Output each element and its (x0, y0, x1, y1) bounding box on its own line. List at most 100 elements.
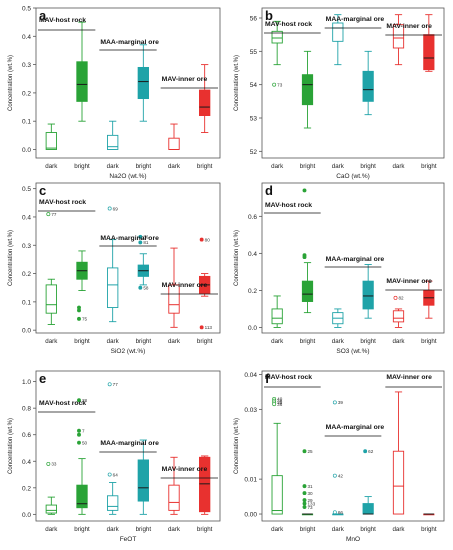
group-label: MAV-host rock (39, 199, 86, 206)
outlier-label: 66 (338, 510, 344, 515)
outlier-label: 30 (308, 491, 314, 496)
box-bright (137, 44, 149, 122)
y-axis-label: Concentration (wt.%) (8, 230, 14, 286)
y-tick-label: 0.8 (22, 406, 31, 413)
outlier-label: 25 (308, 449, 314, 454)
y-tick-label: 0.0 (22, 147, 31, 154)
x-tick-label: bright (197, 526, 213, 533)
outlier-point (138, 234, 143, 239)
box-iqr (76, 61, 88, 102)
outlier-label: 77 (113, 382, 119, 387)
group-label: MAV-inner ore (162, 466, 208, 473)
outlier-point (199, 237, 204, 242)
outlier-point (46, 461, 51, 466)
x-tick-label: bright (300, 338, 316, 345)
x-tick-label: bright (74, 526, 90, 533)
x-tick-label: bright (136, 338, 152, 345)
outlier-label: 73 (277, 82, 283, 87)
x-tick-label: bright (421, 163, 437, 170)
outlier-point (138, 285, 143, 290)
y-tick-label: 0.5 (22, 186, 31, 193)
y-tick-label: 56 (250, 16, 258, 23)
x-axis-label: SO3 (wt.%) (336, 348, 369, 355)
box-iqr (392, 24, 405, 49)
panel-a: 0.0 0.1 0.2 0.3 0.4 0.5 Concentration (wt.%) a d… (8, 6, 221, 180)
x-tick-label: dark (168, 338, 181, 345)
outlier-label: 39 (338, 400, 344, 405)
box-iqr (271, 30, 283, 44)
box-bright (362, 496, 374, 515)
x-tick-label: dark (45, 163, 58, 170)
y-tick-label: 0.4 (22, 459, 31, 466)
panel-letter: f (265, 371, 270, 386)
x-tick-label: dark (168, 163, 181, 170)
outlier-point (77, 440, 81, 445)
box-iqr (137, 66, 149, 100)
outlier-point (302, 498, 307, 503)
outlier-label: 133 (308, 501, 316, 506)
y-tick-label: 52 (250, 149, 258, 156)
x-tick-label: dark (392, 526, 405, 533)
outlier-point (302, 491, 307, 496)
x-tick-label: dark (332, 526, 345, 533)
plot-frame (35, 182, 221, 334)
outlier-label: 81 (143, 240, 149, 245)
plot-frame (261, 370, 445, 522)
y-tick-label: 55 (250, 49, 258, 56)
box-bright (301, 50, 314, 129)
y-tick-label: 0.6 (22, 432, 31, 439)
outlier-point (302, 255, 307, 260)
outlier-label: 50 (82, 440, 88, 445)
y-tick-label: 0.5 (22, 6, 31, 13)
outlier-point (302, 505, 307, 509)
box-iqr (45, 132, 57, 150)
outlier-label: 69 (113, 206, 119, 211)
outlier-point (302, 449, 307, 454)
outlier-point (199, 325, 204, 330)
box-dark (45, 123, 57, 150)
box-iqr (392, 450, 405, 515)
plot-frame (261, 182, 445, 334)
outlier-point (46, 212, 51, 217)
box-iqr (76, 484, 88, 509)
group-label: MAV-host rock (265, 202, 312, 209)
outlier-point (272, 402, 277, 407)
box-iqr (45, 504, 57, 514)
box-dark (271, 422, 283, 515)
outlier-point (77, 398, 81, 403)
outlier-label: 86 (143, 235, 149, 240)
outlier-label: 80 (205, 237, 211, 242)
outlier-point (138, 240, 143, 245)
box-bright (199, 273, 211, 297)
x-axis-label: Na2O (wt.%) (109, 173, 146, 180)
box-bright (362, 50, 374, 116)
outlier-label: 38 (277, 398, 283, 403)
box-bright (76, 458, 88, 515)
y-tick-label: 0.6 (248, 214, 257, 221)
box-dark (271, 20, 283, 66)
plot-frame (35, 370, 221, 522)
outlier-label: 7 (82, 429, 85, 434)
panel-letter: e (39, 371, 46, 386)
box-dark (168, 247, 180, 328)
box-bright (301, 262, 314, 314)
box-bright (423, 513, 435, 516)
x-tick-label: bright (74, 163, 90, 170)
x-tick-label: bright (360, 526, 376, 533)
x-tick-label: dark (45, 526, 58, 533)
plot-frame (35, 7, 221, 159)
box-dark (45, 278, 57, 325)
box-iqr (271, 475, 283, 515)
box-iqr (107, 495, 119, 511)
outlier-point (77, 316, 81, 321)
group-label: MAV-inner ore (386, 374, 432, 381)
box-iqr (362, 70, 374, 102)
x-tick-label: bright (136, 526, 152, 533)
x-axis-label: CaO (wt.%) (336, 173, 370, 180)
box-bright (137, 253, 149, 286)
x-tick-label: bright (300, 163, 316, 170)
outlier-point (107, 382, 112, 387)
outlier-label: 29 (308, 498, 314, 503)
box-dark (107, 482, 119, 515)
box-iqr (199, 456, 211, 513)
